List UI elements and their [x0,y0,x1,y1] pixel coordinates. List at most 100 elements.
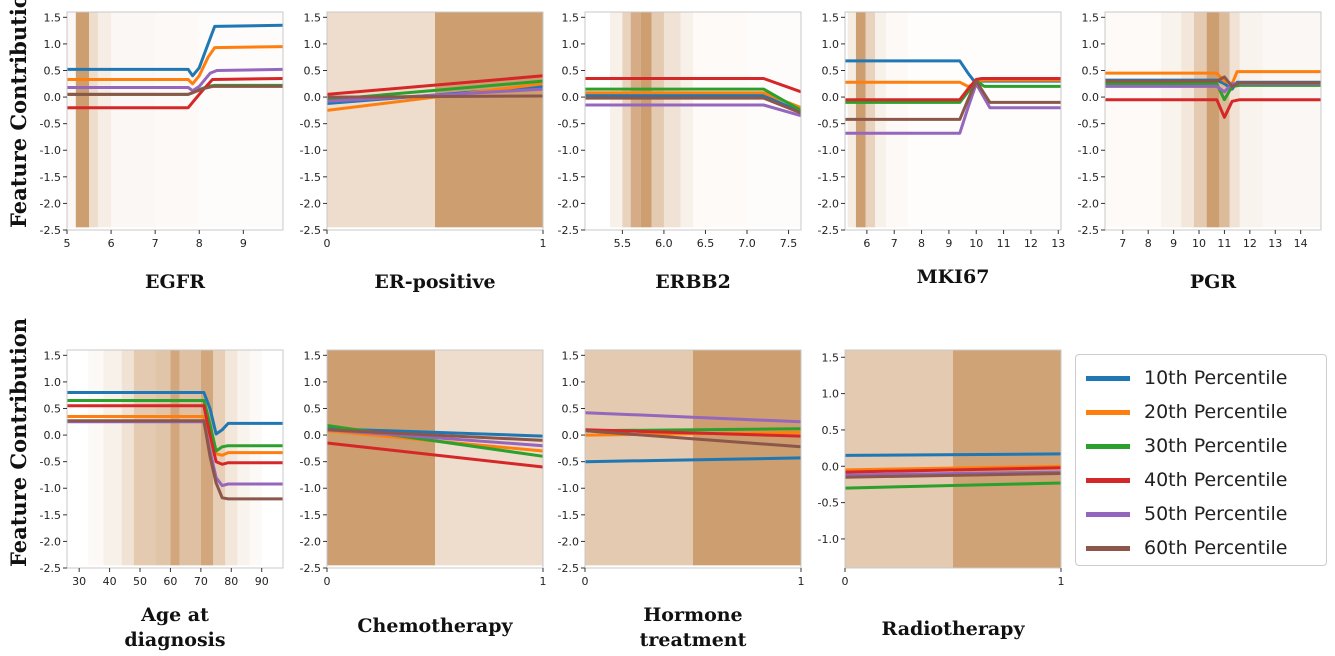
density-band [213,350,226,566]
y-tick-label: -1.5 [300,171,321,184]
y-tick-label: -1.0 [558,482,579,495]
axes-frame [326,11,544,231]
axes-frame [326,349,544,569]
density-band [249,350,262,566]
y-tick-label: -2.0 [1078,197,1099,210]
y-tick-label: -1.5 [558,509,579,522]
density-band [170,350,180,566]
series-line [585,87,802,112]
density-band [640,12,652,228]
y-tick-label: 1.5 [822,11,840,24]
y-tick-label: -2.5 [558,224,579,237]
legend-swatch [1086,409,1130,415]
y-axis-label-bottom: Feature Contribution [6,317,31,567]
series-line [1105,75,1321,88]
density-band [97,12,112,228]
density-band [75,12,90,228]
density-band [237,350,250,566]
y-tick-label: -2.5 [40,562,61,575]
y-tick-label: -2.0 [300,197,321,210]
y-tick-label: -2.5 [40,224,61,237]
series-line [67,419,283,501]
y-tick-label: 0.0 [822,460,840,473]
x-tick-label: 7.0 [738,237,756,250]
axes-frame [66,11,284,231]
panel-6: -2.5 -2.0 -1.5 -1.0 -0.5 0.0 0.5 1.0 1.5 0 1 [300,349,547,588]
y-tick-label: 0.5 [304,64,322,77]
x-tick-label: 11 [997,237,1011,250]
y-tick-label: 1.0 [1082,38,1100,51]
axes-frame [1104,11,1322,231]
x-tick-label: 8 [1145,237,1152,250]
panel-4: -2.5 -2.0 -1.5 -1.0 -0.5 0.0 0.5 1.0 1.5 7 8 9 10 11 1… [1078,11,1322,250]
y-tick-label: 1.5 [562,11,580,24]
x-tick-label: 60 [163,575,177,588]
panel-2: -2.5 -2.0 -1.5 -1.0 -0.5 0.0 0.5 1.0 1.5 5.5 6.0 6.… [558,11,802,250]
legend: 10th Percentile 20th Percentile 30th Per… [1075,354,1327,566]
y-tick-label: -0.5 [300,456,321,469]
panel-3: -2.5 -2.0 -1.5 -1.0 -0.5 0.0 0.5 1.0 1.5 6 7 8 9 10 11… [818,11,1066,250]
density-band [609,12,623,228]
panel-title: Hormone treatment [639,604,747,651]
y-tick-label: 1.5 [44,11,62,24]
legend-item: 30th Percentile [1086,429,1326,463]
axes-frame [844,11,1062,231]
series-line [67,399,283,453]
legend-label: 60th Percentile [1144,537,1288,559]
legend-item: 50th Percentile [1086,497,1326,531]
density-band [845,350,953,568]
density-band [225,350,238,566]
y-tick-label: 1.5 [1082,11,1100,24]
y-tick-label: 0.0 [44,429,62,442]
x-tick-label: 1 [798,575,805,588]
series-line [584,456,802,464]
y-tick-label: -0.5 [558,456,579,469]
x-tick-label: 8 [918,237,925,250]
x-tick-label: 90 [255,575,269,588]
density-band [953,350,1061,568]
y-tick-label: -2.5 [818,224,839,237]
y-tick-label: -1.0 [300,144,321,157]
legend-swatch [1086,443,1130,449]
y-tick-label: 1.0 [44,38,62,51]
y-tick-label: 1.0 [562,376,580,389]
panel-5: -2.5 -2.0 -1.5 -1.0 -0.5 0.0 0.5 1.0 1.5 30 40 50 60… [40,349,284,588]
y-tick-label: -1.0 [300,482,321,495]
legend-label: 30th Percentile [1144,435,1288,457]
y-tick-label: -2.0 [558,535,579,548]
density-band [1206,12,1220,228]
y-tick-label: -2.5 [558,562,579,575]
density-band [1160,12,1182,228]
x-tick-label: 7 [1119,237,1126,250]
y-tick-label: -2.5 [300,562,321,575]
series-line [845,82,1061,135]
legend-label: 40th Percentile [1144,469,1288,491]
density-band [651,12,664,228]
y-tick-label: 1.5 [304,11,322,24]
series-line [67,415,283,457]
density-band [155,12,200,228]
density-band [680,12,693,228]
series-line [845,79,1061,121]
series-line [844,464,1062,472]
x-tick-label: 9 [945,237,952,250]
x-tick-label: 0 [324,237,331,250]
density-band [179,350,201,566]
series-line [844,470,1062,477]
series-line [845,77,1061,102]
y-tick-label: 1.0 [822,388,840,401]
series-line [67,45,284,86]
y-tick-label: 1.0 [304,376,322,389]
x-tick-label: 13 [1268,237,1282,250]
y-tick-label: -1.0 [818,144,839,157]
legend-swatch [1086,545,1130,551]
x-tick-label: 6.5 [697,237,715,250]
series-line [67,391,283,436]
series-line [584,411,802,424]
density-band [67,12,76,228]
y-tick-label: 0.0 [44,91,62,104]
y-tick-label: -1.5 [300,509,321,522]
density-band [1229,12,1240,228]
y-tick-label: 0.5 [44,402,62,415]
